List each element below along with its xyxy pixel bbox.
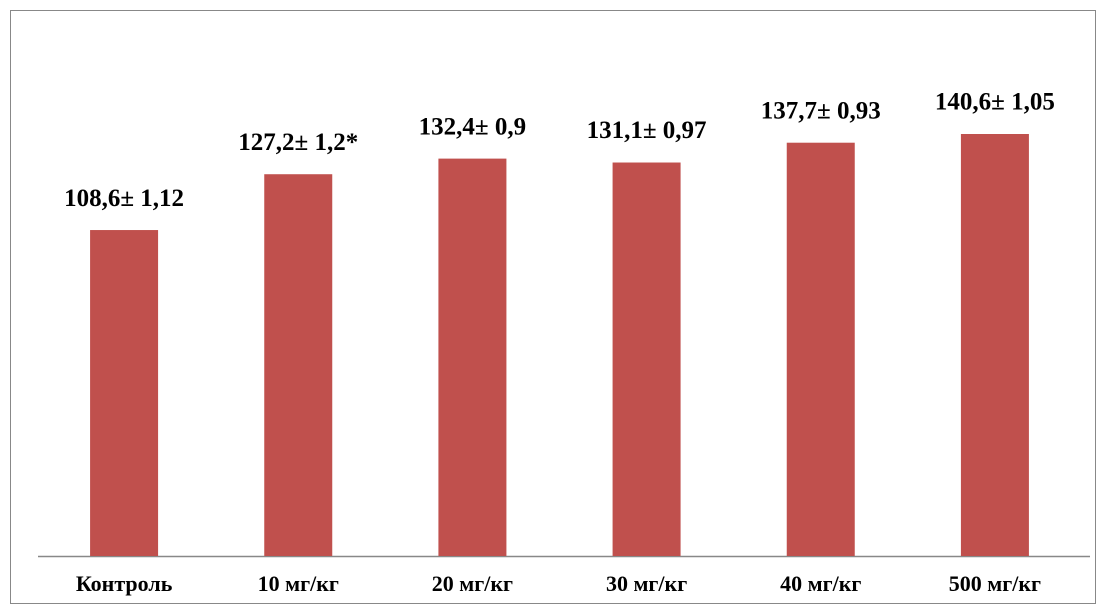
x-tick-label: 10 мг/кг xyxy=(258,571,339,596)
value-label: 127,2± 1,2* xyxy=(238,129,358,156)
bar xyxy=(90,230,159,556)
bar xyxy=(612,162,681,556)
chart-frame xyxy=(10,10,1096,604)
x-tick-label: 20 мг/кг xyxy=(432,571,513,596)
bar xyxy=(438,158,507,556)
x-tick-label: 30 мг/кг xyxy=(606,571,687,596)
value-label: 132,4± 0,9 xyxy=(419,113,526,140)
value-label: 140,6± 1,05 xyxy=(935,89,1055,116)
x-tick-label: 500 мг/кг xyxy=(949,571,1041,596)
value-label: 137,7± 0,93 xyxy=(761,97,881,124)
bar xyxy=(960,134,1029,556)
bar xyxy=(264,174,333,556)
value-label: 131,1± 0,97 xyxy=(587,117,707,144)
x-tick-label: 40 мг/кг xyxy=(780,571,861,596)
value-label: 108,6± 1,12 xyxy=(64,185,184,212)
bar xyxy=(786,142,855,556)
x-tick-label: Контроль xyxy=(76,571,173,596)
